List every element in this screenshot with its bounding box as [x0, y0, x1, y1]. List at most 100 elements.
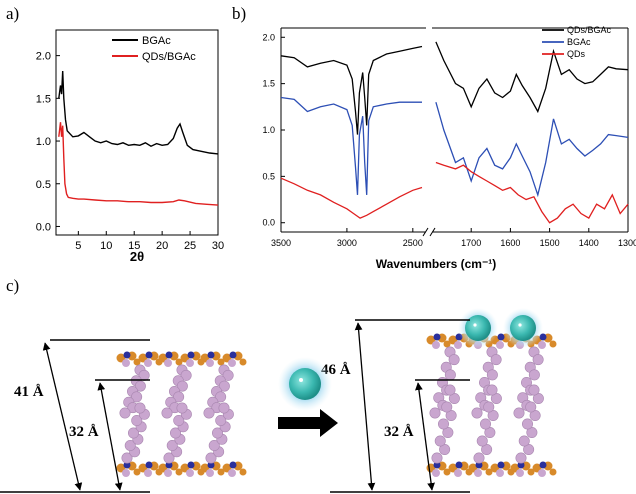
xrd-legend-label: BGAc — [142, 35, 171, 47]
right-inner-arrow — [415, 382, 435, 491]
ftir-series — [280, 41, 629, 224]
head-group-atom — [239, 468, 247, 476]
head-group-atom — [145, 461, 153, 469]
head-group-atom — [187, 351, 195, 359]
alkyl-chain-bead — [215, 415, 227, 427]
head-group-atom — [207, 351, 215, 359]
left-inner-spacing-label: 32 Å — [69, 424, 99, 440]
ftir-x-tick-label: 2500 — [403, 238, 423, 248]
head-group-atom — [538, 469, 546, 477]
alkyl-chain-bead — [513, 407, 525, 419]
quantum-dot — [465, 315, 491, 341]
qd-highlight — [473, 323, 477, 327]
alkyl-chain-bead — [218, 380, 230, 392]
head-group-atom — [145, 351, 153, 359]
head-group-atom — [206, 469, 214, 477]
head-group-atom — [164, 359, 172, 367]
xrd-chart: 5 10 15 20 25 300.00.51.01.52.0 BGAcQDs/BGAc … — [36, 29, 224, 264]
ftir-x-axis-label: Wavenumbers (cm⁻¹) — [376, 257, 497, 271]
head-group-atom — [433, 333, 441, 341]
xrd-series-bgac — [58, 70, 219, 155]
xrd-plot-frame — [55, 29, 219, 236]
alkyl-chain-bead — [134, 402, 146, 414]
head-group-atom — [165, 461, 173, 469]
head-group-atom — [207, 461, 215, 469]
head-group-atom — [497, 333, 505, 341]
alkyl-chain-bead — [444, 369, 456, 381]
head-group-atom — [443, 340, 451, 348]
xrd-x-tick-label: 10 — [100, 240, 112, 252]
xrd-x-tick-label: 15 — [128, 240, 140, 252]
alkyl-chain-bead — [471, 407, 483, 419]
ftir-axes: 3500 3000 2500 1700 1600 1500 1400 1300 0.0 0.5 1.… — [262, 27, 636, 248]
alkyl-chain-bead — [431, 452, 443, 464]
alkyl-chain-bead — [215, 391, 227, 403]
ftir-series-bgac-left — [280, 96, 422, 195]
qd-highlight — [299, 378, 303, 382]
alkyl-chain-bead — [173, 391, 185, 403]
alkyl-chain-bead — [448, 354, 460, 366]
ftir-y-tick-label: 2.0 — [262, 32, 275, 42]
head-group-atom — [538, 341, 546, 349]
alkyl-chain-bead — [515, 452, 527, 464]
ftir-y-tick-label: 0.5 — [262, 171, 275, 181]
head-group-atom — [475, 461, 483, 469]
xrd-series-qds-bgac — [58, 122, 219, 206]
alkyl-chain-bead — [434, 435, 446, 447]
xrd-x-tick-label: 5 — [75, 240, 81, 252]
ftir-x-tick-label: 1300 — [618, 238, 636, 248]
alkyl-chain-bead — [170, 427, 182, 439]
ftir-legend-label: QDs/BGAc — [567, 25, 612, 35]
alkyl-chain-bead — [180, 369, 192, 381]
head-group-atom — [144, 469, 152, 477]
ftir-x-tick-label: 1700 — [461, 238, 481, 248]
head-group-atom — [432, 341, 440, 349]
alkyl-chain-bead — [208, 440, 220, 452]
head-group-atom — [517, 461, 525, 469]
ftir-y-tick-label: 0.0 — [262, 218, 275, 228]
alkyl-chain-bead — [490, 354, 502, 366]
alkyl-chain-bead — [128, 427, 140, 439]
alkyl-chain-bead — [161, 407, 173, 419]
head-group-atom — [175, 468, 183, 476]
head-group-atom — [228, 359, 236, 367]
ftir-y-tick-label: 1.0 — [262, 125, 275, 135]
xrd-legend-label: QDs/BGAc — [142, 51, 196, 63]
xrd-x-axis-label: 2θ — [130, 249, 144, 264]
quantum-dot — [289, 368, 321, 400]
ftir-series-qds-right — [435, 161, 629, 224]
ftir-x-tick-label: 3000 — [337, 238, 357, 248]
head-group-atom — [206, 359, 214, 367]
alkyl-chain-bead — [521, 418, 533, 430]
head-group-atom — [474, 469, 482, 477]
head-group-atom — [516, 469, 524, 477]
alkyl-chain-bead — [486, 384, 498, 396]
head-group-atom — [496, 341, 504, 349]
head-group-atom — [432, 469, 440, 477]
alkyl-chain-bead — [205, 452, 217, 464]
ftir-x-tick-label: 1500 — [540, 238, 560, 248]
head-group-atom — [496, 469, 504, 477]
alkyl-chain-bead — [479, 418, 491, 430]
alkyl-chain-bead — [176, 402, 188, 414]
ftir-series-qds-left — [280, 177, 423, 219]
alkyl-chain-bead — [173, 415, 185, 427]
head-group-atom — [164, 469, 172, 477]
head-group-atom — [175, 358, 183, 366]
ftir-series-qds-bgac-left — [280, 45, 423, 135]
alkyl-chain-bead — [166, 440, 178, 452]
panel-label-a: a) — [6, 4, 20, 23]
panel-label-c: c) — [6, 276, 20, 295]
head-group-atom — [549, 340, 557, 348]
alkyl-chain-bead — [437, 418, 449, 430]
ftir-legend: QDs/BGAc BGAc QDs — [542, 25, 612, 59]
head-group-atom — [485, 468, 493, 476]
right-arrow-icon — [278, 409, 338, 437]
head-group-atom — [549, 468, 557, 476]
head-group-atom — [454, 341, 462, 349]
head-group-atom — [122, 469, 130, 477]
right-bilayer-structure — [426, 308, 557, 477]
head-group-atom — [186, 359, 194, 367]
head-group-atom — [187, 461, 195, 469]
ftir-legend-label: BGAc — [567, 37, 591, 47]
